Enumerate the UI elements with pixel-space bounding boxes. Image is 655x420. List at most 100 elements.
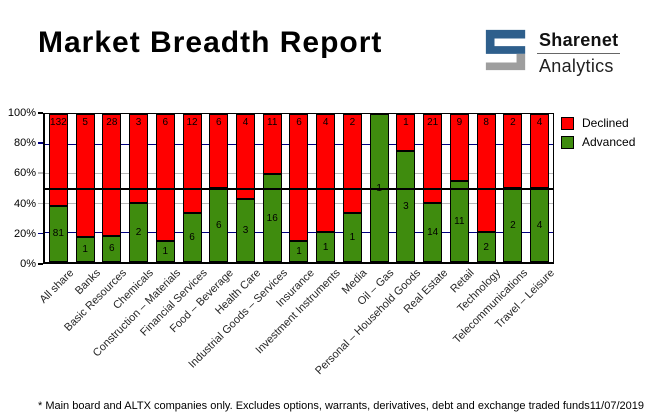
logo-line-sharenet: Sharenet <box>537 30 621 54</box>
bar-segment-advanced: 1 <box>75 237 95 262</box>
bar-column: 132 81 All share <box>37 114 76 306</box>
bar-column: 9 11 Retail <box>446 114 477 295</box>
declined-count-label: 8 <box>483 117 489 128</box>
advanced-swatch <box>561 135 574 149</box>
bar-segment-declined: 4 <box>316 114 336 233</box>
declined-count-label: 1 <box>403 117 409 128</box>
stacked-bar: 28 6 <box>102 114 122 262</box>
stacked-bar: 11 16 <box>262 114 282 262</box>
bar-column: 5 1 Banks <box>72 114 103 297</box>
declined-count-label: 2 <box>510 117 516 128</box>
declined-count-label: 6 <box>296 117 302 128</box>
bar-segment-declined: 12 <box>182 114 202 213</box>
bar-segment-declined: 11 <box>262 114 282 175</box>
bar-column: 1 3 Personal – Household Goods <box>313 114 423 377</box>
advanced-count-label: 14 <box>427 226 439 238</box>
bar-segment-advanced: 1 <box>155 240 175 262</box>
declined-count-label: 2 <box>349 117 356 128</box>
bar-segment-declined: 3 <box>129 114 149 203</box>
advanced-count-label: 3 <box>403 201 409 212</box>
logo-wordmark: Sharenet Analytics <box>537 27 621 77</box>
bar-segment-advanced: 4 <box>530 188 550 262</box>
declined-count-label: 4 <box>242 117 249 128</box>
bar-column: 2 1 Media <box>339 114 370 297</box>
bar-segment-advanced: 1 <box>316 232 336 262</box>
bar-segment-advanced: 1 <box>342 212 362 262</box>
declined-count-label: 6 <box>162 117 169 128</box>
declined-legend-label: Declined <box>582 116 629 130</box>
advanced-count-label: 2 <box>483 241 489 253</box>
declined-count-label: 28 <box>106 117 118 128</box>
y-axis-tick-mark <box>38 172 43 174</box>
advanced-count-label: 1 <box>322 241 329 253</box>
bar-segment-declined: 21 <box>423 114 443 203</box>
y-axis-tick-mark <box>38 263 43 265</box>
bar-column: 2 2 Telecommunications <box>451 114 530 346</box>
advanced-legend-label: Advanced <box>582 135 636 149</box>
y-axis-tick-label: 40% <box>13 197 36 210</box>
bar-column: 6 1 Insurance <box>274 114 316 310</box>
page-title: Market Breadth Report <box>38 26 383 59</box>
advanced-count-label: 16 <box>266 212 278 224</box>
bar-segment-declined: 28 <box>102 114 122 236</box>
bar-segment-advanced: 6 <box>102 235 122 262</box>
declined-count-label: 11 <box>267 117 278 128</box>
y-axis-tick-label: 80% <box>13 137 36 150</box>
logo-line-analytics: Analytics <box>539 56 614 76</box>
advanced-count-label: 4 <box>536 219 543 231</box>
bar-segment-declined: 4 <box>236 114 255 199</box>
bar-segment-advanced: 3 <box>236 198 255 262</box>
legend-row-advanced: Advanced <box>561 135 635 149</box>
bar-segment-declined: 5 <box>75 114 95 238</box>
bar-column: 12 6 Financial Services <box>138 114 210 339</box>
advanced-count-label: 2 <box>510 219 516 231</box>
bar-segment-declined: 6 <box>209 114 229 188</box>
y-axis-tick-label: 100% <box>7 107 36 119</box>
advanced-count-label: 6 <box>215 219 222 231</box>
bar-column: 21 14 Real Estate <box>401 114 450 316</box>
y-axis-tick-mark <box>38 112 43 114</box>
bar-segment-declined: 1 <box>396 114 416 151</box>
stacked-bar: 9 11 <box>449 114 469 262</box>
y-axis-tick-mark <box>38 202 43 205</box>
stacked-bar: 132 81 <box>48 114 68 262</box>
bar-column: 8 2 Technology <box>456 114 504 315</box>
declined-count-label: 4 <box>536 117 543 128</box>
declined-count-label: 21 <box>427 117 439 128</box>
bar-segment-declined: 9 <box>449 114 469 181</box>
y-axis-tick-label: 20% <box>13 227 36 240</box>
sharenet-s-icon <box>485 29 526 71</box>
declined-count-label: 3 <box>135 117 142 128</box>
bar-segment-advanced: 2 <box>476 232 496 262</box>
advanced-count-label: 81 <box>52 228 64 240</box>
footnote: * Main board and ALTX companies only. Ex… <box>38 400 590 412</box>
bar-segment-declined: 8 <box>476 114 496 233</box>
bar-segment-advanced: 3 <box>396 151 416 262</box>
bar-segment-declined: 2 <box>342 114 362 213</box>
bar-segment-declined: 2 <box>503 114 523 188</box>
declined-count-label: 6 <box>215 117 222 128</box>
chart-plot-area: 132 81 All share 5 1 Banks 28 6 Basic Resources 3… <box>37 113 557 377</box>
advanced-count-label: 1 <box>296 245 302 257</box>
stacked-bar: 12 6 <box>182 114 202 262</box>
declined-count-label: 4 <box>322 117 329 128</box>
bar-segment-declined: 4 <box>530 114 550 188</box>
advanced-count-label: 1 <box>349 231 356 243</box>
y-axis-tick-mark <box>38 142 43 144</box>
y-axis-tick-mark <box>38 232 43 235</box>
bar-column: 4 1 Investment Instruments <box>254 114 343 356</box>
advanced-count-label: 3 <box>242 224 249 236</box>
declined-count-label: 5 <box>82 117 88 128</box>
sharenet-logo: Sharenet Analytics <box>483 27 621 77</box>
declined-count-label: 9 <box>456 117 463 128</box>
bar-segment-advanced: 2 <box>129 202 149 262</box>
bar-column: 28 6 Basic Resources <box>62 114 129 334</box>
